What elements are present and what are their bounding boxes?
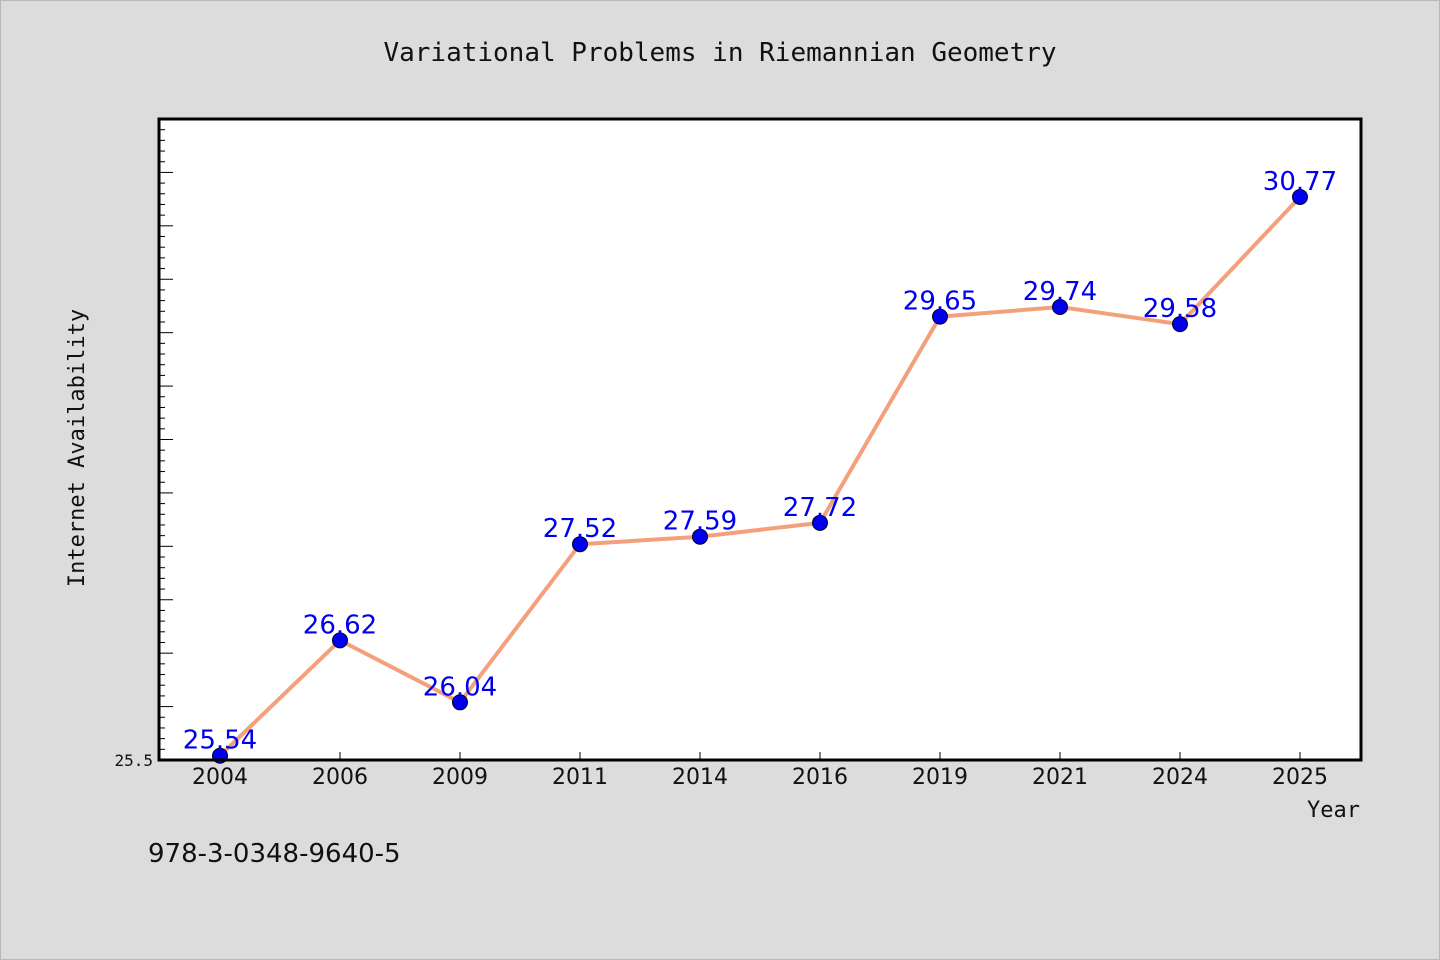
data-label: 27.59 [663,507,737,537]
data-label: 25.54 [183,726,257,756]
x-axis-ticks: 2004 2006 2009 2011 2014 2016 2019 2021 2024 2025 [192,752,1328,790]
plot-border [157,117,1363,762]
chart-title: Variational Problems in Riemannian Geome… [383,38,1056,68]
data-label: 27.72 [783,493,857,523]
x-tick-label: 2004 [192,765,248,790]
x-axis-label: Year [1307,798,1360,823]
x-tick-label: 2016 [792,765,848,790]
plot-area [159,119,1361,760]
x-tick-label: 2014 [672,765,728,790]
data-label: 26.62 [303,610,377,640]
x-tick-label: 2025 [1272,765,1328,790]
data-label: 29.65 [903,287,977,317]
data-label: 27.52 [543,514,617,544]
y-axis-label: Internet Availability [65,309,90,587]
data-label: 29.74 [1023,277,1097,307]
y-tick-label: 25.5 [114,751,153,770]
data-point [332,632,348,649]
data-point [932,308,948,325]
data-point [1292,188,1308,205]
data-labels: 25.54 26.62 26.04 27.52 27.59 27.72 29.65 29.74… [183,167,1337,756]
x-tick-label: 2011 [552,765,608,790]
x-tick-label: 2019 [912,765,968,790]
series-line [218,194,1302,758]
x-tick-label: 2024 [1152,765,1208,790]
x-tick-label: 2009 [432,765,488,790]
data-point [572,536,588,553]
x-tick-label: 2006 [312,765,368,790]
data-point [452,694,468,711]
isbn-footnote: 978-3-0348-9640-5 [148,839,401,869]
data-label: 26.04 [423,672,497,702]
data-markers [212,188,1308,764]
data-point [1052,299,1068,316]
data-label: 30.77 [1263,167,1337,197]
data-point [692,528,708,545]
data-point [1172,316,1188,333]
data-point [812,514,828,531]
x-tick-label: 2021 [1032,765,1088,790]
data-label: 29.58 [1143,294,1217,324]
